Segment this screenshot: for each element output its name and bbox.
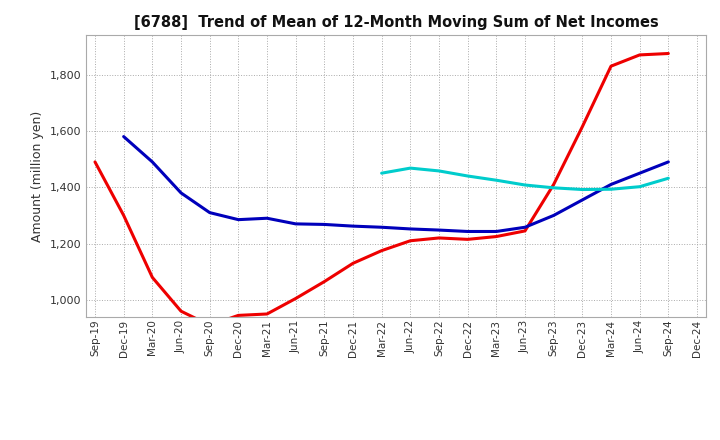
- 7 Years: [492, 178, 500, 183]
- 3 Years: [234, 313, 243, 318]
- 7 Years: [607, 187, 616, 192]
- 3 Years: [492, 234, 500, 239]
- 7 Years: [464, 173, 472, 179]
- 5 Years: [664, 159, 672, 165]
- Line: 7 Years: 7 Years: [382, 168, 668, 190]
- 5 Years: [635, 171, 644, 176]
- 7 Years: [377, 171, 386, 176]
- 5 Years: [176, 190, 185, 195]
- 3 Years: [607, 63, 616, 69]
- 3 Years: [91, 159, 99, 165]
- 5 Years: [406, 226, 415, 231]
- 5 Years: [148, 159, 157, 165]
- 5 Years: [492, 229, 500, 234]
- 7 Years: [578, 187, 587, 192]
- Line: 5 Years: 5 Years: [124, 136, 668, 231]
- 5 Years: [263, 216, 271, 221]
- 7 Years: [435, 168, 444, 173]
- 3 Years: [176, 308, 185, 314]
- 3 Years: [377, 248, 386, 253]
- 3 Years: [205, 323, 214, 328]
- 5 Years: [578, 197, 587, 202]
- 5 Years: [120, 134, 128, 139]
- 5 Years: [521, 224, 529, 230]
- 3 Years: [578, 124, 587, 129]
- 5 Years: [320, 222, 328, 227]
- Line: 3 Years: 3 Years: [95, 54, 668, 325]
- 3 Years: [348, 260, 357, 266]
- 5 Years: [234, 217, 243, 222]
- 7 Years: [635, 184, 644, 189]
- 7 Years: [521, 182, 529, 187]
- Y-axis label: Amount (million yen): Amount (million yen): [32, 110, 45, 242]
- 3 Years: [263, 312, 271, 317]
- 5 Years: [464, 229, 472, 234]
- 3 Years: [120, 213, 128, 218]
- 3 Years: [435, 235, 444, 241]
- 3 Years: [148, 275, 157, 280]
- 7 Years: [664, 176, 672, 181]
- 5 Years: [205, 210, 214, 215]
- 5 Years: [549, 213, 558, 218]
- 5 Years: [348, 224, 357, 229]
- 5 Years: [607, 182, 616, 187]
- 3 Years: [635, 52, 644, 58]
- 3 Years: [521, 228, 529, 234]
- 3 Years: [664, 51, 672, 56]
- 5 Years: [377, 224, 386, 230]
- 3 Years: [292, 296, 300, 301]
- 3 Years: [320, 279, 328, 284]
- Title: [6788]  Trend of Mean of 12-Month Moving Sum of Net Incomes: [6788] Trend of Mean of 12-Month Moving …: [134, 15, 658, 30]
- 5 Years: [435, 227, 444, 233]
- 7 Years: [549, 185, 558, 191]
- 3 Years: [549, 182, 558, 187]
- 3 Years: [464, 237, 472, 242]
- 3 Years: [406, 238, 415, 243]
- 5 Years: [292, 221, 300, 227]
- 7 Years: [406, 165, 415, 171]
